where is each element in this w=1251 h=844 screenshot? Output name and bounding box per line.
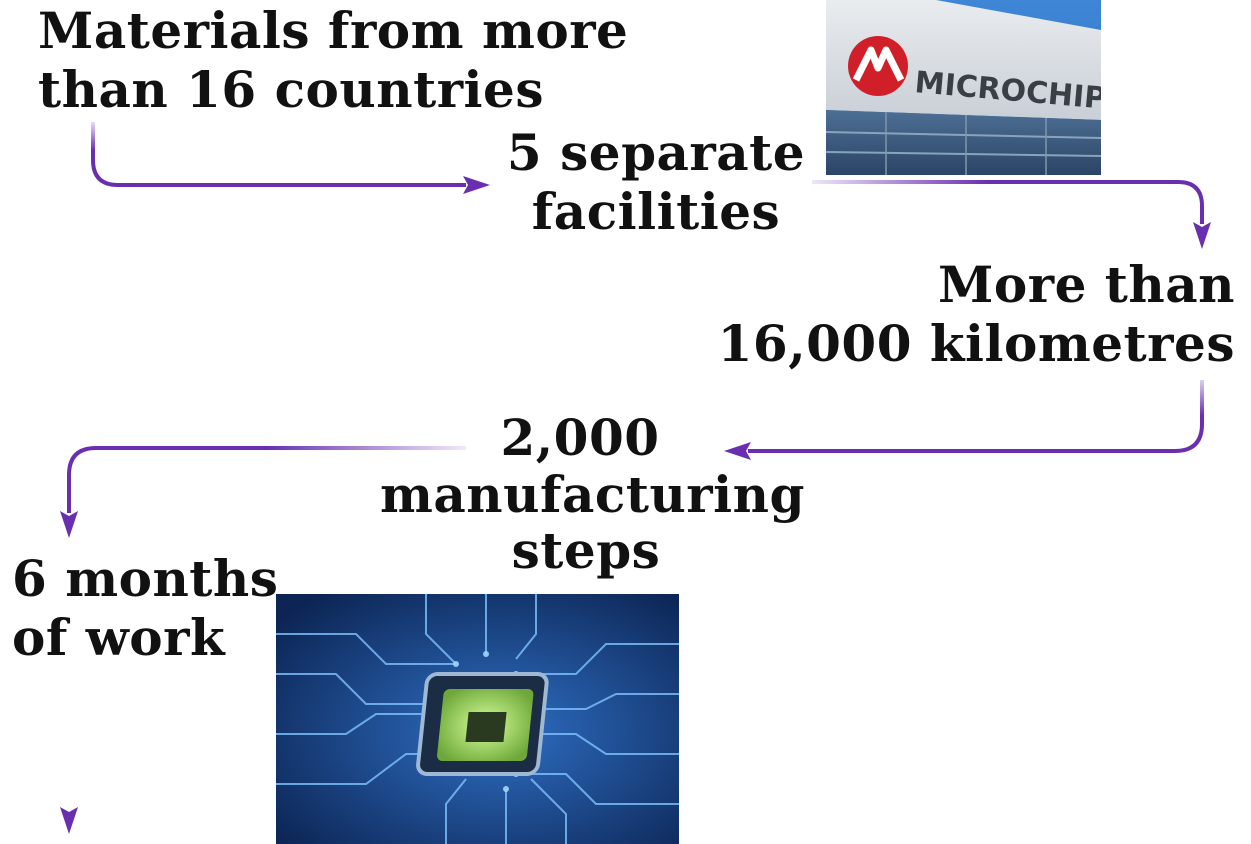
building-sign-photo: MICROCHIP: [826, 0, 1101, 175]
arrow-to-manufacturing-steps: [724, 380, 1204, 460]
arrow-to-kilometres: [812, 180, 1211, 249]
kilometres-label: More than 16,000 kilometres: [717, 255, 1235, 373]
materials-countries-label: Materials from more than 16 countries: [38, 1, 629, 119]
manufacturing-steps-label: 2,000 manufacturing steps: [380, 408, 805, 580]
arrow-down-continue: [60, 666, 78, 834]
arrow-to-facilities: [91, 122, 490, 194]
arrow-to-months: [60, 446, 466, 538]
separate-facilities-label: 5 separate facilities: [506, 123, 806, 241]
months-of-work-label: 6 months of work: [12, 549, 279, 667]
microchip-circuit-photo: [276, 594, 679, 844]
